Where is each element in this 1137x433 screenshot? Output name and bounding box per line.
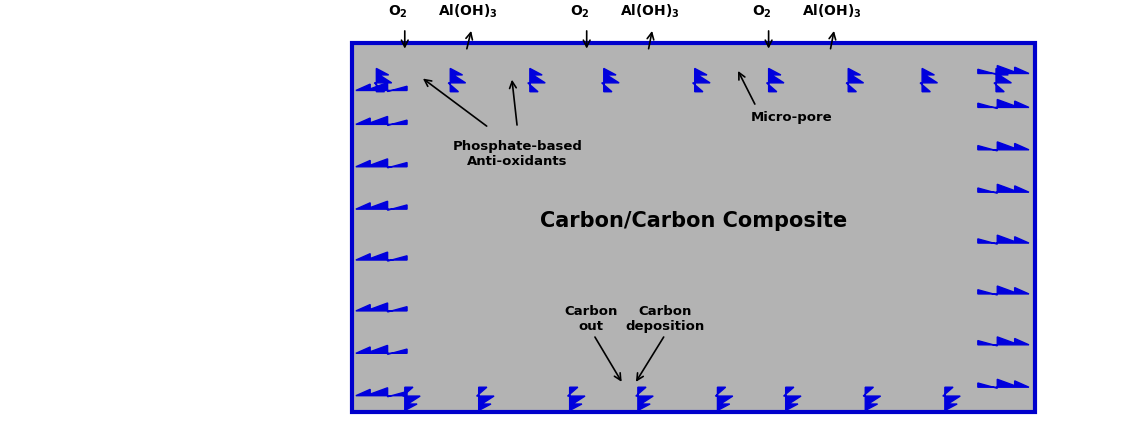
Polygon shape [356, 83, 407, 91]
Polygon shape [846, 68, 863, 92]
Text: $\mathbf{Al(OH)_3}$: $\mathbf{Al(OH)_3}$ [802, 2, 862, 19]
Text: Micro-pore: Micro-pore [750, 111, 832, 124]
Polygon shape [448, 68, 466, 92]
Text: $\mathbf{O_2}$: $\mathbf{O_2}$ [752, 3, 772, 19]
Polygon shape [978, 286, 1029, 295]
Polygon shape [402, 387, 420, 410]
Polygon shape [356, 252, 407, 261]
Polygon shape [978, 379, 1029, 388]
Polygon shape [978, 100, 1029, 109]
Text: $\mathbf{O_2}$: $\mathbf{O_2}$ [388, 3, 408, 19]
Polygon shape [715, 387, 732, 410]
Polygon shape [978, 235, 1029, 244]
Polygon shape [978, 142, 1029, 151]
Polygon shape [978, 184, 1029, 193]
Text: Carbon
deposition: Carbon deposition [625, 305, 705, 333]
Polygon shape [636, 387, 653, 410]
Text: Carbon/Carbon Composite: Carbon/Carbon Composite [540, 211, 847, 231]
Text: Carbon
out: Carbon out [565, 305, 617, 333]
Polygon shape [356, 159, 407, 168]
Text: $\mathbf{Al(OH)_3}$: $\mathbf{Al(OH)_3}$ [438, 2, 498, 19]
Polygon shape [356, 303, 407, 312]
Polygon shape [978, 337, 1029, 346]
Polygon shape [356, 346, 407, 354]
Polygon shape [374, 68, 391, 92]
Text: $\mathbf{O_2}$: $\mathbf{O_2}$ [570, 3, 590, 19]
Text: Phosphate-based
Anti-oxidants: Phosphate-based Anti-oxidants [453, 140, 582, 168]
Polygon shape [783, 387, 800, 410]
Polygon shape [356, 116, 407, 126]
Polygon shape [356, 201, 407, 210]
Polygon shape [994, 68, 1011, 92]
Polygon shape [601, 68, 619, 92]
Polygon shape [920, 68, 937, 92]
Text: $\mathbf{Al(OH)_3}$: $\mathbf{Al(OH)_3}$ [620, 2, 680, 19]
Polygon shape [766, 68, 783, 92]
Polygon shape [978, 65, 1029, 74]
Bar [352, 43, 1035, 412]
Polygon shape [943, 387, 960, 410]
Polygon shape [356, 388, 407, 397]
Polygon shape [476, 387, 493, 410]
Polygon shape [692, 68, 709, 92]
Polygon shape [528, 68, 545, 92]
Polygon shape [567, 387, 584, 410]
Polygon shape [863, 387, 880, 410]
